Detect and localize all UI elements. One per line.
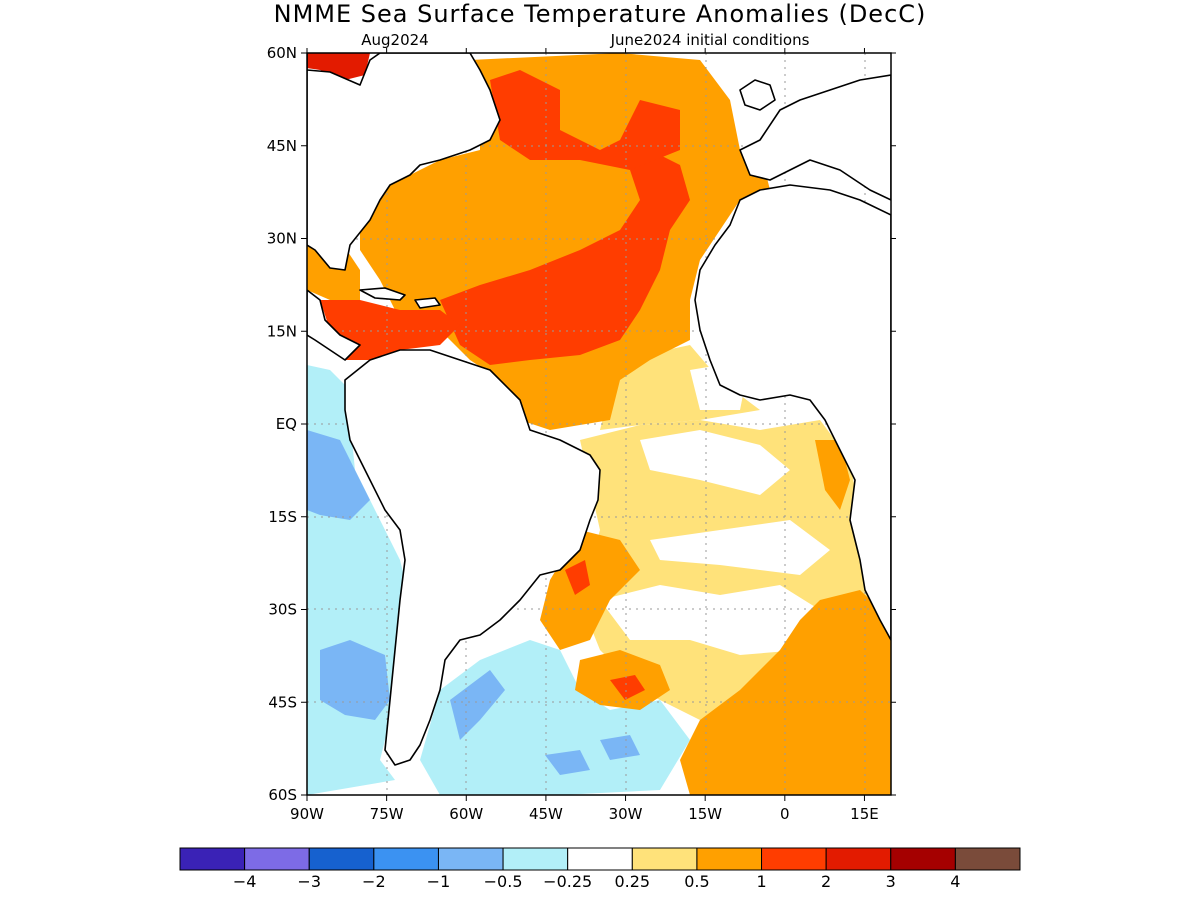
legend-label: −0.5 [484, 872, 523, 891]
legend-swatch [308, 847, 375, 871]
lat-tick-label: 30S [268, 601, 297, 619]
lon-tick-label: 30W [609, 805, 643, 823]
europe-land [739, 74, 891, 201]
south-america-land [344, 349, 601, 766]
color-legend: −4 −3 −2 −1 −0.5 −0.25 0.25 0.5 1 2 3 4 [179, 847, 1021, 891]
legend-swatch [373, 847, 439, 871]
legend-label: 0.25 [614, 872, 650, 891]
anomaly-region-red-newfoundland [490, 70, 680, 170]
longitude-axis: 90W 75W 60W 45W 30W 15W 0 15E [290, 805, 879, 823]
anomaly-region-orange-angola [815, 440, 850, 510]
legend-label: 2 [821, 872, 831, 891]
anomaly-region-near-zero-2 [650, 520, 830, 575]
lat-tick-label: 60N [267, 44, 297, 62]
legend-label: 3 [886, 872, 896, 891]
anomaly-region-blue-peru [307, 430, 370, 520]
lon-tick-label: 45W [529, 805, 563, 823]
lon-tick-label: 15W [688, 805, 722, 823]
lat-tick-label: EQ [276, 415, 297, 433]
legend-swatch [954, 847, 1021, 871]
init-conditions-label: June2024 initial conditions [610, 31, 810, 49]
anomaly-region-near-zero-3 [600, 585, 820, 655]
lat-tick-label: 45S [268, 693, 297, 711]
lon-tick-label: 75W [370, 805, 404, 823]
anomaly-region-blue-chile [320, 640, 390, 720]
anomaly-region-red-south-1 [565, 560, 590, 595]
anomaly-region-red-hudson [307, 53, 370, 80]
lat-tick-label: 30N [267, 230, 297, 248]
lat-tick-label: 15N [267, 322, 297, 340]
anomaly-region-orange-south-east [680, 590, 891, 795]
legend-swatch [825, 847, 892, 871]
legend-swatch [244, 847, 310, 871]
legend-swatch [437, 847, 504, 871]
lon-tick-label: 15E [850, 805, 879, 823]
legend-label: −4 [233, 872, 257, 891]
anomaly-region-red-tropical-north-atlantic [440, 150, 690, 365]
british-isles-land [739, 79, 776, 111]
legend-swatch [696, 847, 763, 871]
legend-swatch [631, 847, 698, 871]
valid-month-label: Aug2024 [361, 31, 428, 49]
hispaniola-island [414, 297, 441, 309]
map-title: NMME Sea Surface Temperature Anomalies (… [274, 0, 927, 28]
legend-swatch [890, 847, 956, 871]
lat-tick-label: 45N [267, 137, 297, 155]
legend-swatch [179, 847, 246, 871]
legend-label: −0.25 [543, 872, 592, 891]
anomaly-region-near-zero-1 [640, 430, 790, 495]
anomaly-region-blue-south-2 [600, 735, 640, 760]
latitude-axis: 60N 45N 30N 15N EQ 15S 30S 45S 60S [267, 44, 297, 804]
anomaly-region-blue-argentina-shelf [450, 670, 505, 740]
lat-tick-label: 15S [268, 508, 297, 526]
central-america-land [307, 289, 361, 361]
legend-swatch [502, 847, 569, 871]
land-masses [307, 53, 891, 766]
legend-label: −2 [362, 872, 386, 891]
anomaly-region-red-south-2 [610, 675, 645, 700]
sst-anomaly-field [307, 53, 891, 795]
legend-label: 4 [950, 872, 960, 891]
lon-tick-label: 90W [290, 805, 324, 823]
legend-label: 1 [756, 872, 766, 891]
lon-tick-label: 60W [449, 805, 483, 823]
legend-label: −3 [297, 872, 321, 891]
africa-land [694, 184, 891, 641]
anomaly-region-blue-south-1 [545, 750, 590, 775]
legend-swatch [567, 847, 633, 871]
lon-tick-label: 0 [780, 805, 790, 823]
legend-label: 0.5 [684, 872, 709, 891]
lat-tick-label: 60S [268, 786, 297, 804]
cuba-island [359, 287, 406, 301]
axis-ticks [301, 48, 896, 801]
legend-label: −1 [427, 872, 451, 891]
legend-swatch [761, 847, 827, 871]
north-america-land [307, 53, 501, 271]
